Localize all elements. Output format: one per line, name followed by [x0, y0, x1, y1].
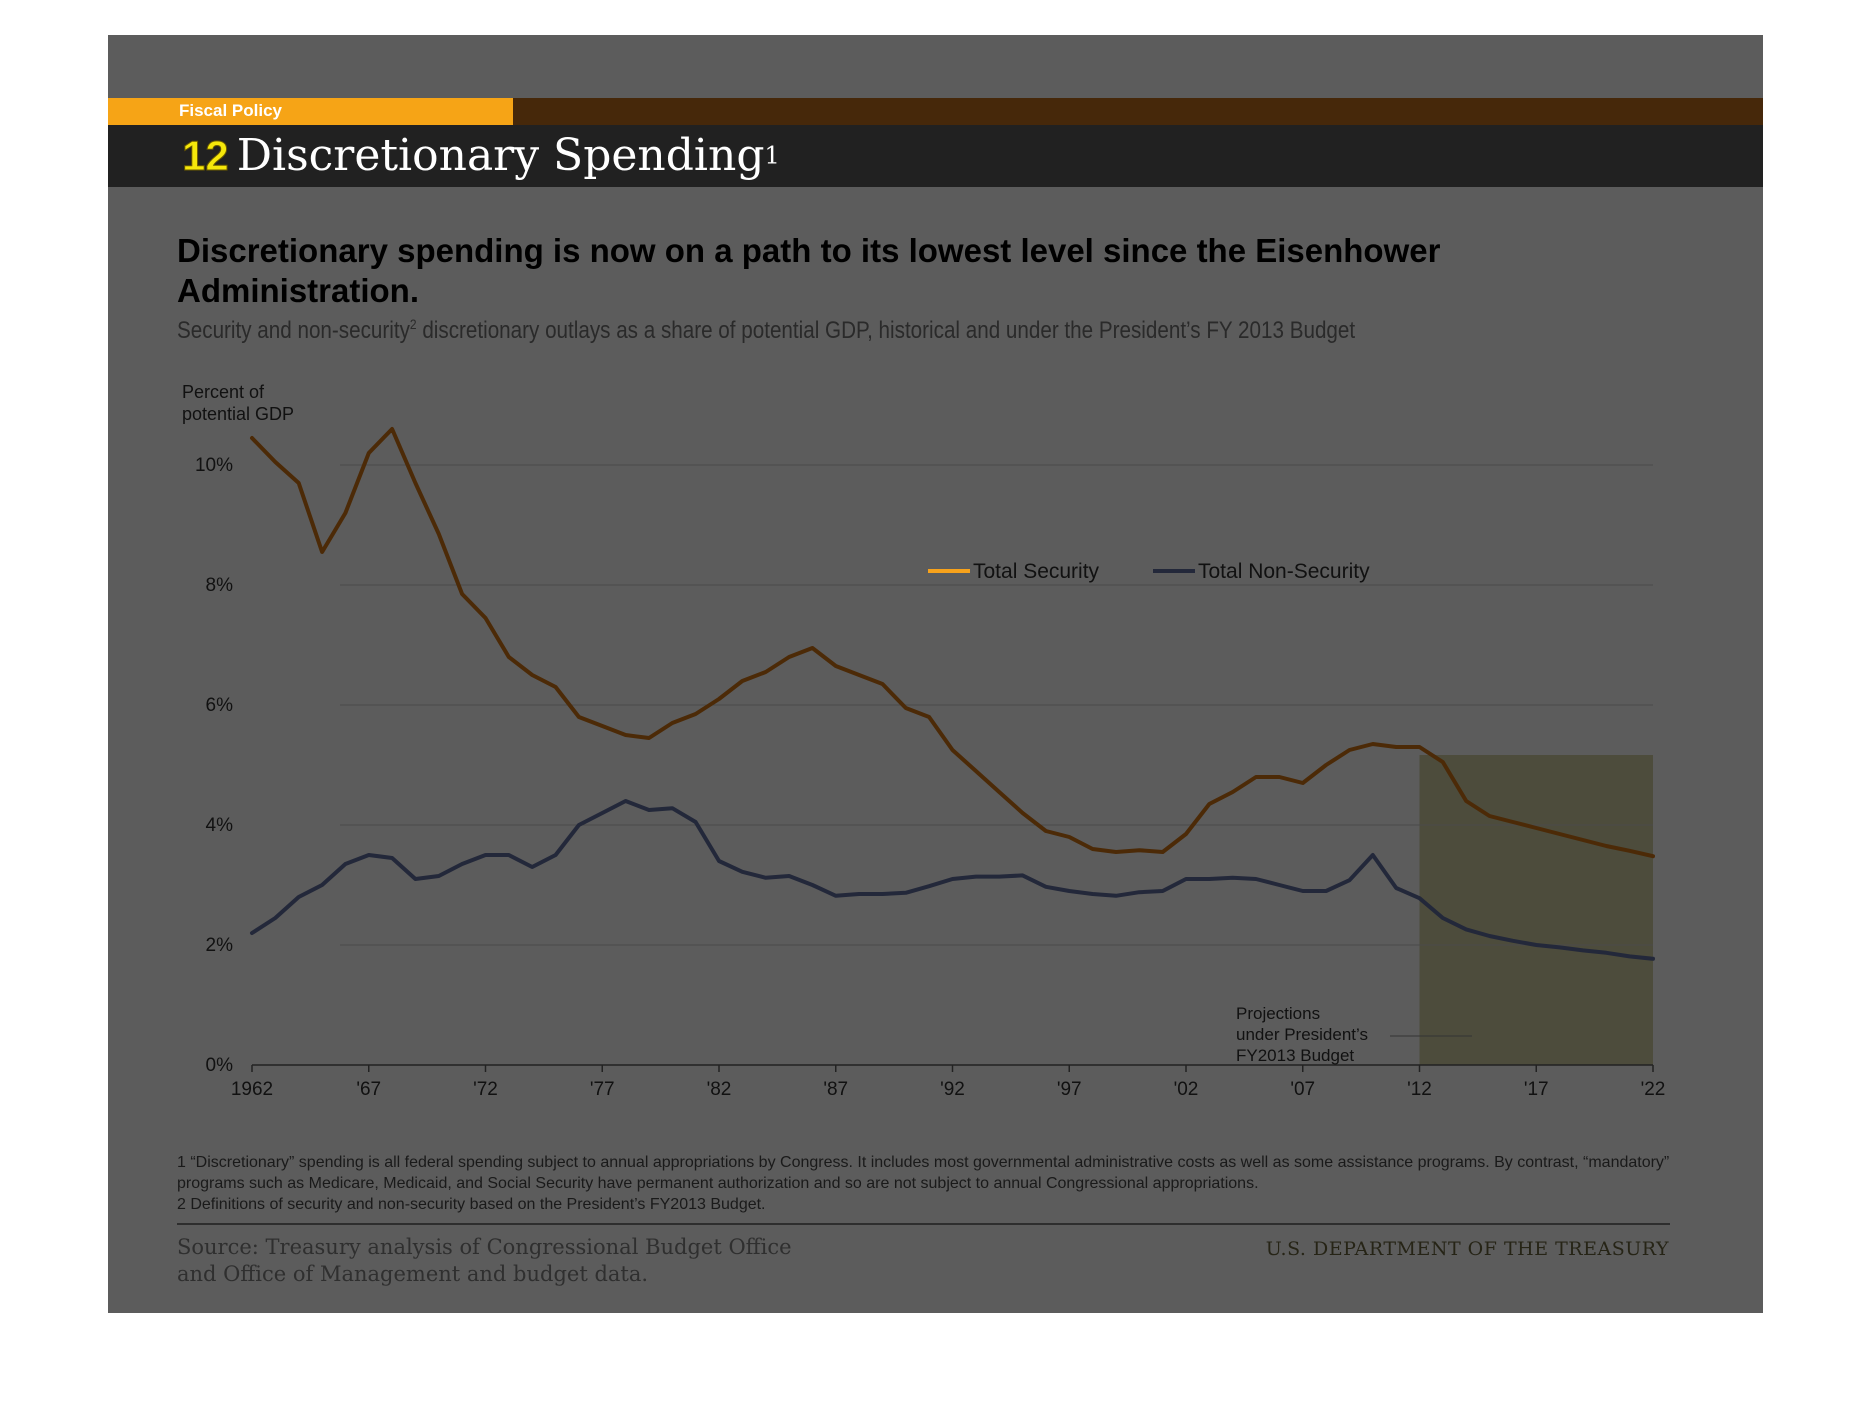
- x-tick-label: '82: [707, 1079, 732, 1100]
- x-tick-label: '72: [473, 1079, 498, 1100]
- subtitle-footnote-mark: 2: [409, 316, 417, 332]
- projection-label-line: Projections: [1236, 1004, 1320, 1023]
- projection-shade: [1419, 755, 1653, 1065]
- source-line-2: and Office of Management and budget data…: [177, 1262, 649, 1286]
- x-tick-label: '22: [1641, 1079, 1666, 1100]
- legend-total-security-label: Total Security: [973, 560, 1100, 583]
- footnotes: 1 “Discretionary” spending is all federa…: [177, 1152, 1677, 1215]
- page-number: 12: [182, 132, 230, 180]
- projection-label-line: FY2013 Budget: [1236, 1046, 1354, 1065]
- chart-subtitle: Security and non-security2 discretionary…: [177, 316, 1355, 345]
- x-tick-label: '12: [1407, 1079, 1432, 1100]
- x-tick-label: '07: [1290, 1079, 1315, 1100]
- series-total-non-security-line: [250, 799, 1655, 961]
- y-tick-label: 4%: [206, 815, 234, 836]
- x-tick-label: '97: [1057, 1079, 1082, 1100]
- section-label: Fiscal Policy: [179, 101, 282, 120]
- subtitle-part-1: Security and non-security: [177, 317, 410, 344]
- line-chart: 0% 2% 4% 6% 8% 10% 1962 '67 '72 '77 '82 '87 '92 '97 '0…: [195, 427, 1666, 1100]
- x-tick-label: 1962: [231, 1079, 273, 1100]
- footer-divider: [177, 1223, 1670, 1225]
- y-tick-label: 10%: [195, 455, 233, 476]
- title-footnote-mark: 1: [764, 141, 780, 170]
- y-tick-label: 8%: [206, 575, 234, 596]
- footnote-2: 2 Definitions of security and non-securi…: [177, 1196, 766, 1213]
- x-tick-label: '87: [823, 1079, 848, 1100]
- y-axis-title: Percent of potential GDP: [182, 381, 294, 425]
- source-note: Source: Treasury analysis of Congression…: [177, 1234, 792, 1288]
- department-logo-text: U.S. DEPARTMENT OF THE TREASURY: [1265, 1238, 1669, 1260]
- footnote-1: 1 “Discretionary” spending is all federa…: [177, 1154, 1670, 1192]
- headline: Discretionary spending is now on a path …: [177, 232, 1441, 309]
- subtitle-part-2: discretionary outlays as a share of pote…: [416, 317, 1356, 344]
- y-axis-title-line-1: Percent of: [182, 382, 265, 402]
- y-tick-label: 6%: [206, 695, 234, 716]
- x-tick-label: '67: [356, 1079, 381, 1100]
- section-tab: [108, 98, 513, 125]
- y-tick-label: 2%: [206, 935, 234, 956]
- page-title: 12 Discretionary Spending1: [182, 130, 780, 181]
- y-tick-label: 0%: [206, 1055, 234, 1076]
- source-line-1: Source: Treasury analysis of Congression…: [177, 1235, 792, 1259]
- series-total-security-line: [250, 427, 1655, 859]
- legend-total-non-security-label: Total Non-Security: [1198, 560, 1370, 583]
- page-title-text: Discretionary Spending: [236, 130, 765, 181]
- x-tick-label: '02: [1174, 1079, 1199, 1100]
- title-bar: [108, 125, 1763, 187]
- x-tick-label: '17: [1524, 1079, 1549, 1100]
- y-axis-title-line-2: potential GDP: [182, 404, 295, 424]
- projection-label-line: under President’s: [1236, 1025, 1368, 1044]
- x-tick-label: '92: [940, 1079, 965, 1100]
- slide: Fiscal Policy 12 Discretionary Spending1 …: [108, 35, 1763, 1313]
- x-tick-label: '77: [590, 1079, 615, 1100]
